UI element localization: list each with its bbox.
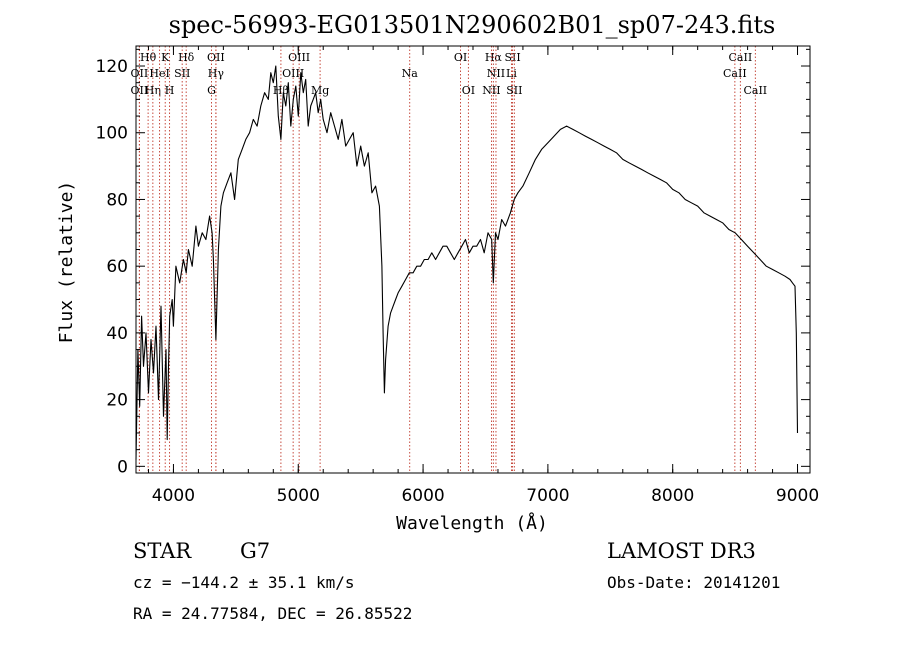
x-tick-label-4: 8000 bbox=[651, 486, 694, 506]
x-tick-label-0: 4000 bbox=[152, 486, 195, 506]
line-label-12: OIII bbox=[288, 51, 310, 64]
line-label-17: OI bbox=[454, 51, 467, 64]
line-label-0: Hθ bbox=[140, 51, 157, 64]
object-class: STAR bbox=[133, 539, 192, 563]
y-axis-ticks: 0 20 40 60 80 100 120 bbox=[96, 48, 810, 477]
spectrum-series bbox=[135, 65, 799, 460]
line-label-8: SII bbox=[174, 67, 190, 80]
obs-date-text: Obs-Date: 20141201 bbox=[607, 573, 780, 592]
redshift-text: cz = −144.2 ± 35.1 km/s bbox=[133, 573, 355, 592]
y-tick-label-0: 0 bbox=[117, 457, 128, 477]
x-axis-label: Wavelength (Å) bbox=[396, 512, 548, 534]
line-label-2: OII bbox=[131, 84, 149, 97]
line-label-21: NII bbox=[487, 67, 505, 80]
line-label-27: CaII bbox=[743, 84, 767, 97]
x-axis-ticks: 4000 5000 6000 7000 8000 9000 bbox=[147, 46, 819, 506]
line-label-3: Hη bbox=[145, 84, 161, 97]
line-label-4: K bbox=[161, 51, 170, 64]
y-tick-label-4: 80 bbox=[106, 190, 128, 210]
line-label-5: HeI bbox=[149, 67, 169, 80]
line-label-18: OI bbox=[462, 84, 475, 97]
y-tick-label-1: 20 bbox=[106, 391, 128, 411]
line-label-23: NII bbox=[482, 84, 500, 97]
x-tick-label-2: 6000 bbox=[401, 486, 444, 506]
y-tick-label-5: 100 bbox=[96, 124, 128, 144]
line-label-25: CaII bbox=[729, 51, 753, 64]
x-tick-label-1: 5000 bbox=[277, 486, 320, 506]
line-label-6: H bbox=[165, 84, 175, 97]
line-label-19: Hα bbox=[485, 51, 503, 64]
y-tick-label-3: 60 bbox=[106, 257, 128, 277]
line-label-20: SII bbox=[504, 51, 520, 64]
line-label-1: OII bbox=[131, 67, 149, 80]
coordinates-text: RA = 24.77584, DEC = 26.85522 bbox=[133, 604, 412, 623]
y-tick-label-6: 120 bbox=[96, 57, 128, 77]
plot-frame bbox=[135, 45, 811, 474]
line-label-13: OIII bbox=[282, 67, 304, 80]
x-tick-label-3: 7000 bbox=[526, 486, 569, 506]
line-label-22: Li bbox=[506, 67, 517, 80]
series-line-0 bbox=[135, 65, 799, 460]
survey-name: LAMOST DR3 bbox=[607, 539, 756, 563]
chart-title: spec-56993-EG013501N290602B01_sp07-243.f… bbox=[169, 11, 776, 39]
y-axis-label: Flux (relative) bbox=[56, 181, 77, 344]
line-label-7: Hδ bbox=[178, 51, 195, 64]
x-tick-label-5: 9000 bbox=[776, 486, 819, 506]
line-label-10: Hγ bbox=[208, 67, 225, 80]
line-label-11: G bbox=[207, 84, 216, 97]
line-label-15: Mg bbox=[311, 84, 329, 97]
line-label-26: CaII bbox=[723, 67, 747, 80]
line-label-16: Na bbox=[402, 67, 419, 80]
y-tick-label-2: 40 bbox=[106, 324, 128, 344]
line-label-24: SII bbox=[506, 84, 522, 97]
object-subclass: G7 bbox=[240, 539, 270, 563]
